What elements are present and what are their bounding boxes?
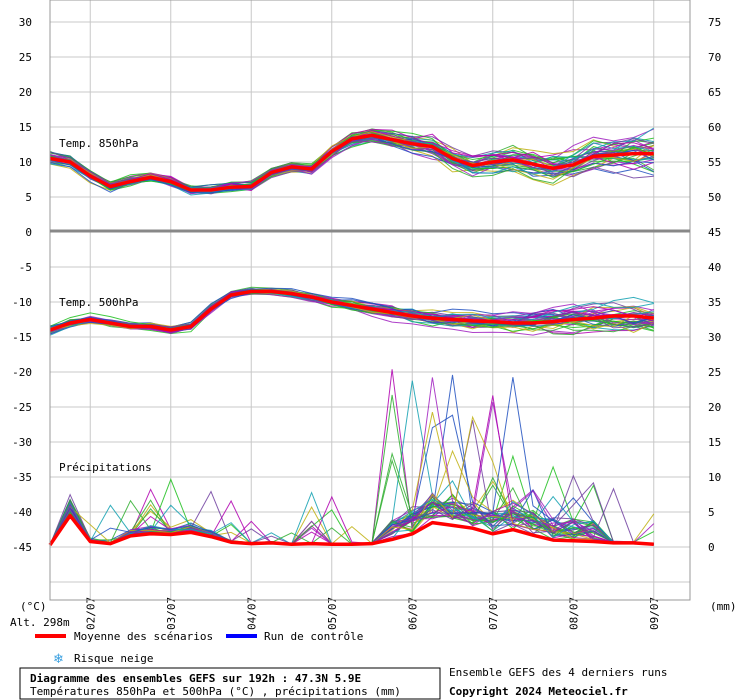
x-tick-label: 09/07 [648,597,661,630]
y-left-tick-label: -5 [19,261,32,274]
y-right-tick-label: 0 [708,541,715,554]
legend-snow-label: Risque neige [74,652,153,665]
y-left-tick-label: -20 [12,366,32,379]
ensemble-member-line [49,132,654,192]
copyright: Copyright 2024 Meteociel.fr [449,685,628,698]
y-left-tick-label: -35 [12,471,32,484]
y-right-tick-label: 30 [708,331,721,344]
y-left-tick-label: 20 [19,86,32,99]
y-right-tick-label: 65 [708,86,721,99]
mean-lines [48,133,654,547]
x-tick-label: 06/07 [406,597,419,630]
mean-line [48,513,654,547]
x-tick-label: 04/07 [245,597,258,630]
y-left-tick-label: 10 [19,156,32,169]
altitude-label: Alt. 298m [10,616,70,629]
title-box [19,667,441,700]
y-right-tick-label: 75 [708,16,721,29]
left-unit-label: (°C) [20,600,47,613]
legend-mean-label: Moyenne des scénarios [74,630,213,643]
y-right-tick-label: 60 [708,121,721,134]
y-right-tick-label: 20 [708,401,721,414]
y-left-tick-label: 30 [19,16,32,29]
y-right-tick-label: 45 [708,226,721,239]
y-left-tick-label: -30 [12,436,32,449]
right-unit-label: (mm) [710,600,737,613]
y-right-tick-label: 50 [708,191,721,204]
y-right-tick-label: 40 [708,261,721,274]
x-tick-label: 07/07 [487,597,500,630]
y-left-tick-label: -10 [12,296,32,309]
y-right-tick-label: 10 [708,471,721,484]
y-left-tick-label: -45 [12,541,32,554]
y-left-tick-label: -15 [12,331,32,344]
y-right-tick-label: 5 [708,506,715,519]
panel-label-t850: Temp. 850hPa [59,137,138,150]
y-right-tick-label: 55 [708,156,721,169]
y-right-tick-label: 70 [708,51,721,64]
chart-subtitle: Températures 850hPa et 500hPa (°C) , pré… [30,685,401,698]
y-left-tick-label: 25 [19,51,32,64]
y-left-tick-label: 5 [25,191,32,204]
plot-frame [49,0,691,601]
panel-label-t500: Temp. 500hPa [59,296,138,309]
grid [50,0,690,600]
y-left-tick-label: -25 [12,401,32,414]
x-tick-label: 03/07 [165,597,178,630]
y-right-tick-label: 15 [708,436,721,449]
x-tick-label: 08/07 [567,597,580,630]
snowflake-icon: ❄ [53,652,64,667]
y-left-tick-label: 0 [25,226,32,239]
y-right-tick-label: 35 [708,296,721,309]
legend-control-label: Run de contrôle [264,630,363,643]
y-left-tick-label: 15 [19,121,32,134]
mean-line [49,133,654,192]
x-tick-label: 02/07 [84,597,97,630]
chart-title: Diagramme des ensembles GEFS sur 192h : … [30,672,361,685]
ensemble-note: Ensemble GEFS des 4 derniers runs [449,666,668,679]
x-tick-label: 05/07 [326,597,339,630]
axes: 02/07 03/07 04/07 05/07 06/07 07/07 08/07 09/07… [12,0,721,630]
y-right-tick-label: 25 [708,366,721,379]
mean-line [49,289,654,332]
y-left-tick-label: -40 [12,506,32,519]
panel-label-precip: Précipitations [59,461,152,474]
